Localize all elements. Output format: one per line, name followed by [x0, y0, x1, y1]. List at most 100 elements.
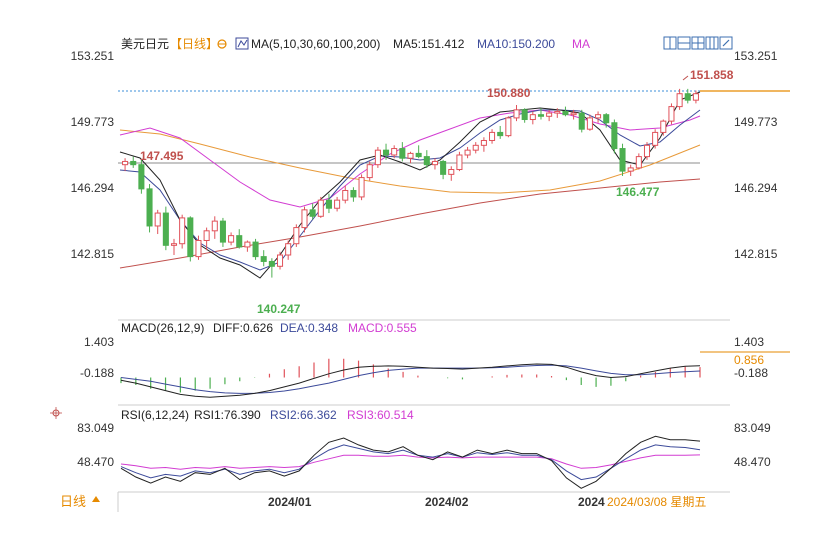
candle: [162, 206, 169, 251]
candle-body: [187, 217, 194, 258]
split-view-icon[interactable]: [663, 36, 677, 50]
candle: [317, 196, 324, 218]
candle: [456, 151, 463, 172]
candle-body: [293, 227, 300, 245]
candle-body: [480, 139, 487, 146]
candle-body: [611, 122, 618, 150]
candle-body: [595, 114, 602, 119]
candle-body: [537, 114, 545, 117]
macd-dea-line: [120, 364, 701, 394]
candle-body: [170, 243, 178, 246]
high-label-2: 151.858: [690, 68, 734, 82]
price-tick-left: 149.773: [71, 115, 115, 129]
rsi3-line: [120, 454, 701, 470]
candle: [285, 240, 292, 260]
candle: [472, 142, 479, 154]
candle-body: [431, 160, 438, 166]
candle-body: [146, 188, 153, 227]
candle: [562, 106, 569, 117]
ma10-label: MA10:150.200: [477, 37, 555, 51]
period-button[interactable]: 日线: [60, 494, 100, 509]
candlestick-icon[interactable]: [235, 37, 249, 50]
candle: [529, 111, 536, 125]
candle: [383, 143, 390, 160]
candle-body: [546, 112, 553, 117]
candle-body: [195, 239, 202, 258]
candle: [692, 90, 699, 104]
candle-body: [358, 177, 365, 198]
split-view-icon[interactable]: [691, 36, 705, 50]
candle-body: [692, 93, 699, 101]
macd-current-value: 0.856: [734, 353, 764, 367]
candle-body: [162, 212, 169, 246]
candle: [309, 203, 316, 220]
period-label[interactable]: 【日线】: [170, 37, 218, 51]
low-label-1: 140.247: [257, 302, 301, 316]
candle: [334, 196, 341, 212]
candle: [293, 224, 300, 247]
candle-body: [383, 149, 390, 156]
candle-body: [570, 112, 577, 116]
high-label-2-pointer: [682, 75, 689, 81]
candle: [399, 142, 406, 162]
candle-body: [497, 131, 504, 137]
candle: [668, 103, 675, 125]
price-tick-right: 149.773: [734, 115, 778, 129]
candle-body: [448, 169, 455, 175]
macd-tick-left: 1.403: [84, 335, 114, 349]
candle-body: [268, 260, 275, 267]
candle-body: [652, 131, 659, 146]
macd-params: MACD(26,12,9): [121, 321, 204, 335]
candle: [276, 251, 284, 270]
price-tick-right: 142.815: [734, 247, 778, 261]
sun-gear-icon[interactable]: [50, 407, 62, 419]
candle: [203, 227, 210, 251]
candle-body: [260, 256, 267, 262]
candle: [464, 146, 471, 159]
candle-body: [415, 152, 422, 158]
split-view-icon[interactable]: [677, 36, 691, 50]
ma5-label: MA5:151.412: [393, 37, 465, 51]
candle: [130, 156, 137, 168]
price-tick-right: 146.294: [734, 181, 778, 195]
price-tick-left: 153.251: [71, 49, 115, 63]
gear-icon[interactable]: [217, 39, 227, 49]
high-label-1: 150.880: [487, 86, 531, 100]
price-tick-left: 142.815: [71, 247, 115, 261]
low-label-2: 146.477: [616, 185, 660, 199]
candle: [407, 151, 414, 164]
price-y-axis: 153.251 149.773 146.294 142.815 153.251 …: [71, 49, 778, 261]
candle-body: [464, 149, 471, 156]
candle: [570, 109, 577, 120]
x-axis: 2024/01 2024/02 2024 2024/03/08 星期五: [268, 495, 706, 509]
candle-body: [635, 156, 642, 169]
candle-body: [203, 230, 210, 241]
price-tick-left: 146.294: [71, 181, 115, 195]
candle: [652, 129, 659, 149]
caret-up-icon[interactable]: [92, 496, 100, 502]
period-button-label[interactable]: 日线: [60, 494, 86, 509]
candle: [676, 88, 683, 110]
candle-body: [276, 254, 284, 267]
cursor-date: 2024/03/08 星期五: [607, 495, 706, 509]
candle-body: [619, 148, 626, 172]
rsi-panel: RSI(6,12,24) RSI1:76.390 RSI2:66.362 RSI…: [50, 407, 771, 489]
macd-tick-left: -0.188: [80, 366, 114, 380]
macd-dea-label: DEA:0.348: [280, 321, 338, 335]
macd-diff-line: [120, 363, 701, 398]
candle: [179, 214, 186, 249]
x-tick-label: 2024: [578, 495, 605, 509]
candle: [497, 125, 504, 139]
candle-body: [154, 212, 161, 227]
split-view-icon[interactable]: [705, 36, 719, 50]
candle: [643, 142, 651, 160]
candle: [513, 105, 520, 122]
candle: [268, 258, 275, 278]
candle-body: [325, 199, 332, 209]
candle-body: [521, 109, 528, 121]
candle: [154, 209, 161, 235]
candle-body: [285, 243, 292, 256]
expand-icon[interactable]: [719, 36, 733, 50]
macd-macd-label: MACD:0.555: [348, 321, 417, 335]
